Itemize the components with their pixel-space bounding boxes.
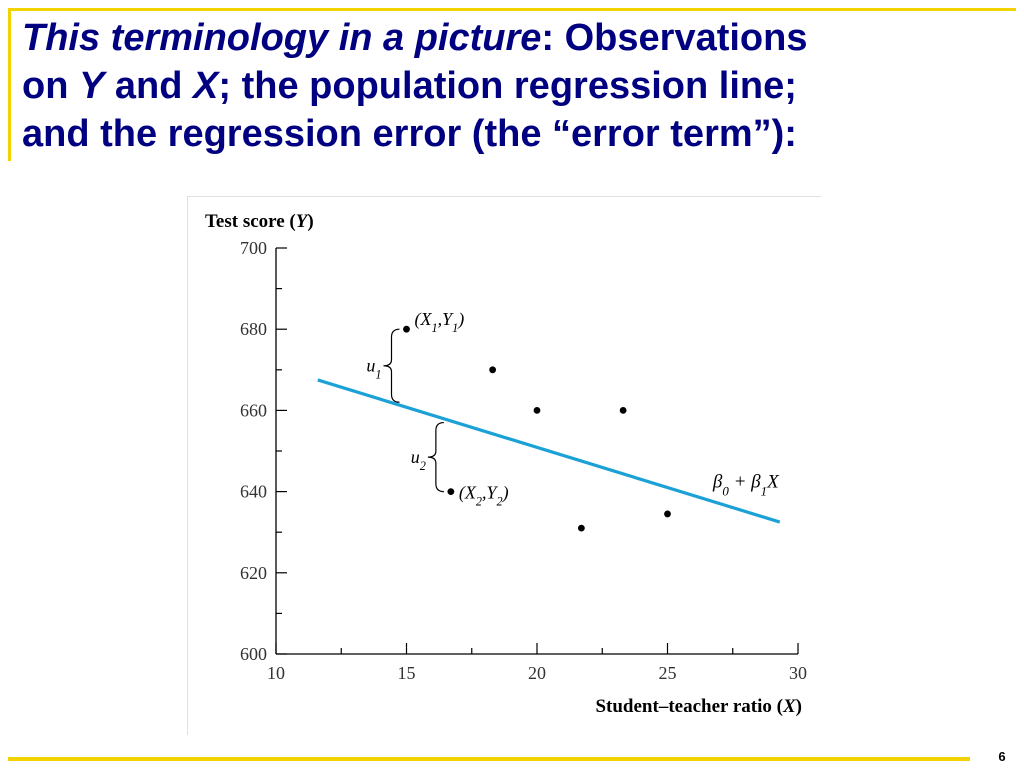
y-tick-label: 620 xyxy=(240,563,267,583)
scatter-chart: Test score (Y) Student–teacher ratio (X)… xyxy=(205,211,807,717)
data-point-5 xyxy=(577,524,585,532)
regression-line-label: β0 + β1X xyxy=(712,472,780,499)
title-line2-on: on xyxy=(22,65,79,107)
title-line2-and: and xyxy=(104,65,194,107)
x-tick-label: 30 xyxy=(789,663,807,683)
y-tick-label: 660 xyxy=(240,400,267,420)
error-brace-2 xyxy=(427,421,444,493)
data-point-6 xyxy=(619,407,627,414)
title-rest: : Observations xyxy=(541,17,808,59)
regression-line xyxy=(317,378,781,524)
title-line3: and the regression error (the “error ter… xyxy=(22,113,797,155)
top-accent-rule xyxy=(8,8,1016,11)
data-point-label-2: (X2,Y2) xyxy=(459,483,509,509)
data-point-1 xyxy=(403,325,410,333)
y-tick-label: 680 xyxy=(240,319,267,339)
data-point-2 xyxy=(447,488,455,495)
x-tick-label: 25 xyxy=(659,663,677,683)
x-axis-title: Student–teacher ratio (X) xyxy=(595,696,802,717)
data-point-7 xyxy=(664,510,671,518)
title-line2-y: Y xyxy=(78,65,105,107)
x-tick-label: 15 xyxy=(398,663,416,683)
slide-title: This terminology in a picture: Observati… xyxy=(22,14,1002,158)
page-number: 6 xyxy=(998,749,1006,764)
y-tick-label: 640 xyxy=(240,482,267,502)
data-point-3 xyxy=(489,366,497,374)
x-tick-label: 20 xyxy=(528,663,546,683)
y-axis-title: Test score (Y) xyxy=(205,211,314,232)
error-label-1: u1 xyxy=(366,356,381,382)
title-line2-x: X xyxy=(193,65,219,107)
title-line2-rest: ; the population regression line; xyxy=(218,65,797,107)
left-accent-rule xyxy=(8,8,11,161)
chart-panel: Test score (Y) Student–teacher ratio (X)… xyxy=(187,196,821,735)
bottom-accent-rule xyxy=(8,757,970,761)
data-point-label-1: (X1,Y1) xyxy=(415,309,465,335)
data-point-4 xyxy=(533,407,541,414)
y-tick-label: 700 xyxy=(240,238,267,258)
x-tick-label: 10 xyxy=(267,663,285,683)
error-brace-1 xyxy=(383,328,400,403)
error-label-2: u2 xyxy=(411,447,426,473)
title-italic-phrase: This terminology in a picture xyxy=(22,17,542,59)
y-tick-label: 600 xyxy=(240,644,267,664)
